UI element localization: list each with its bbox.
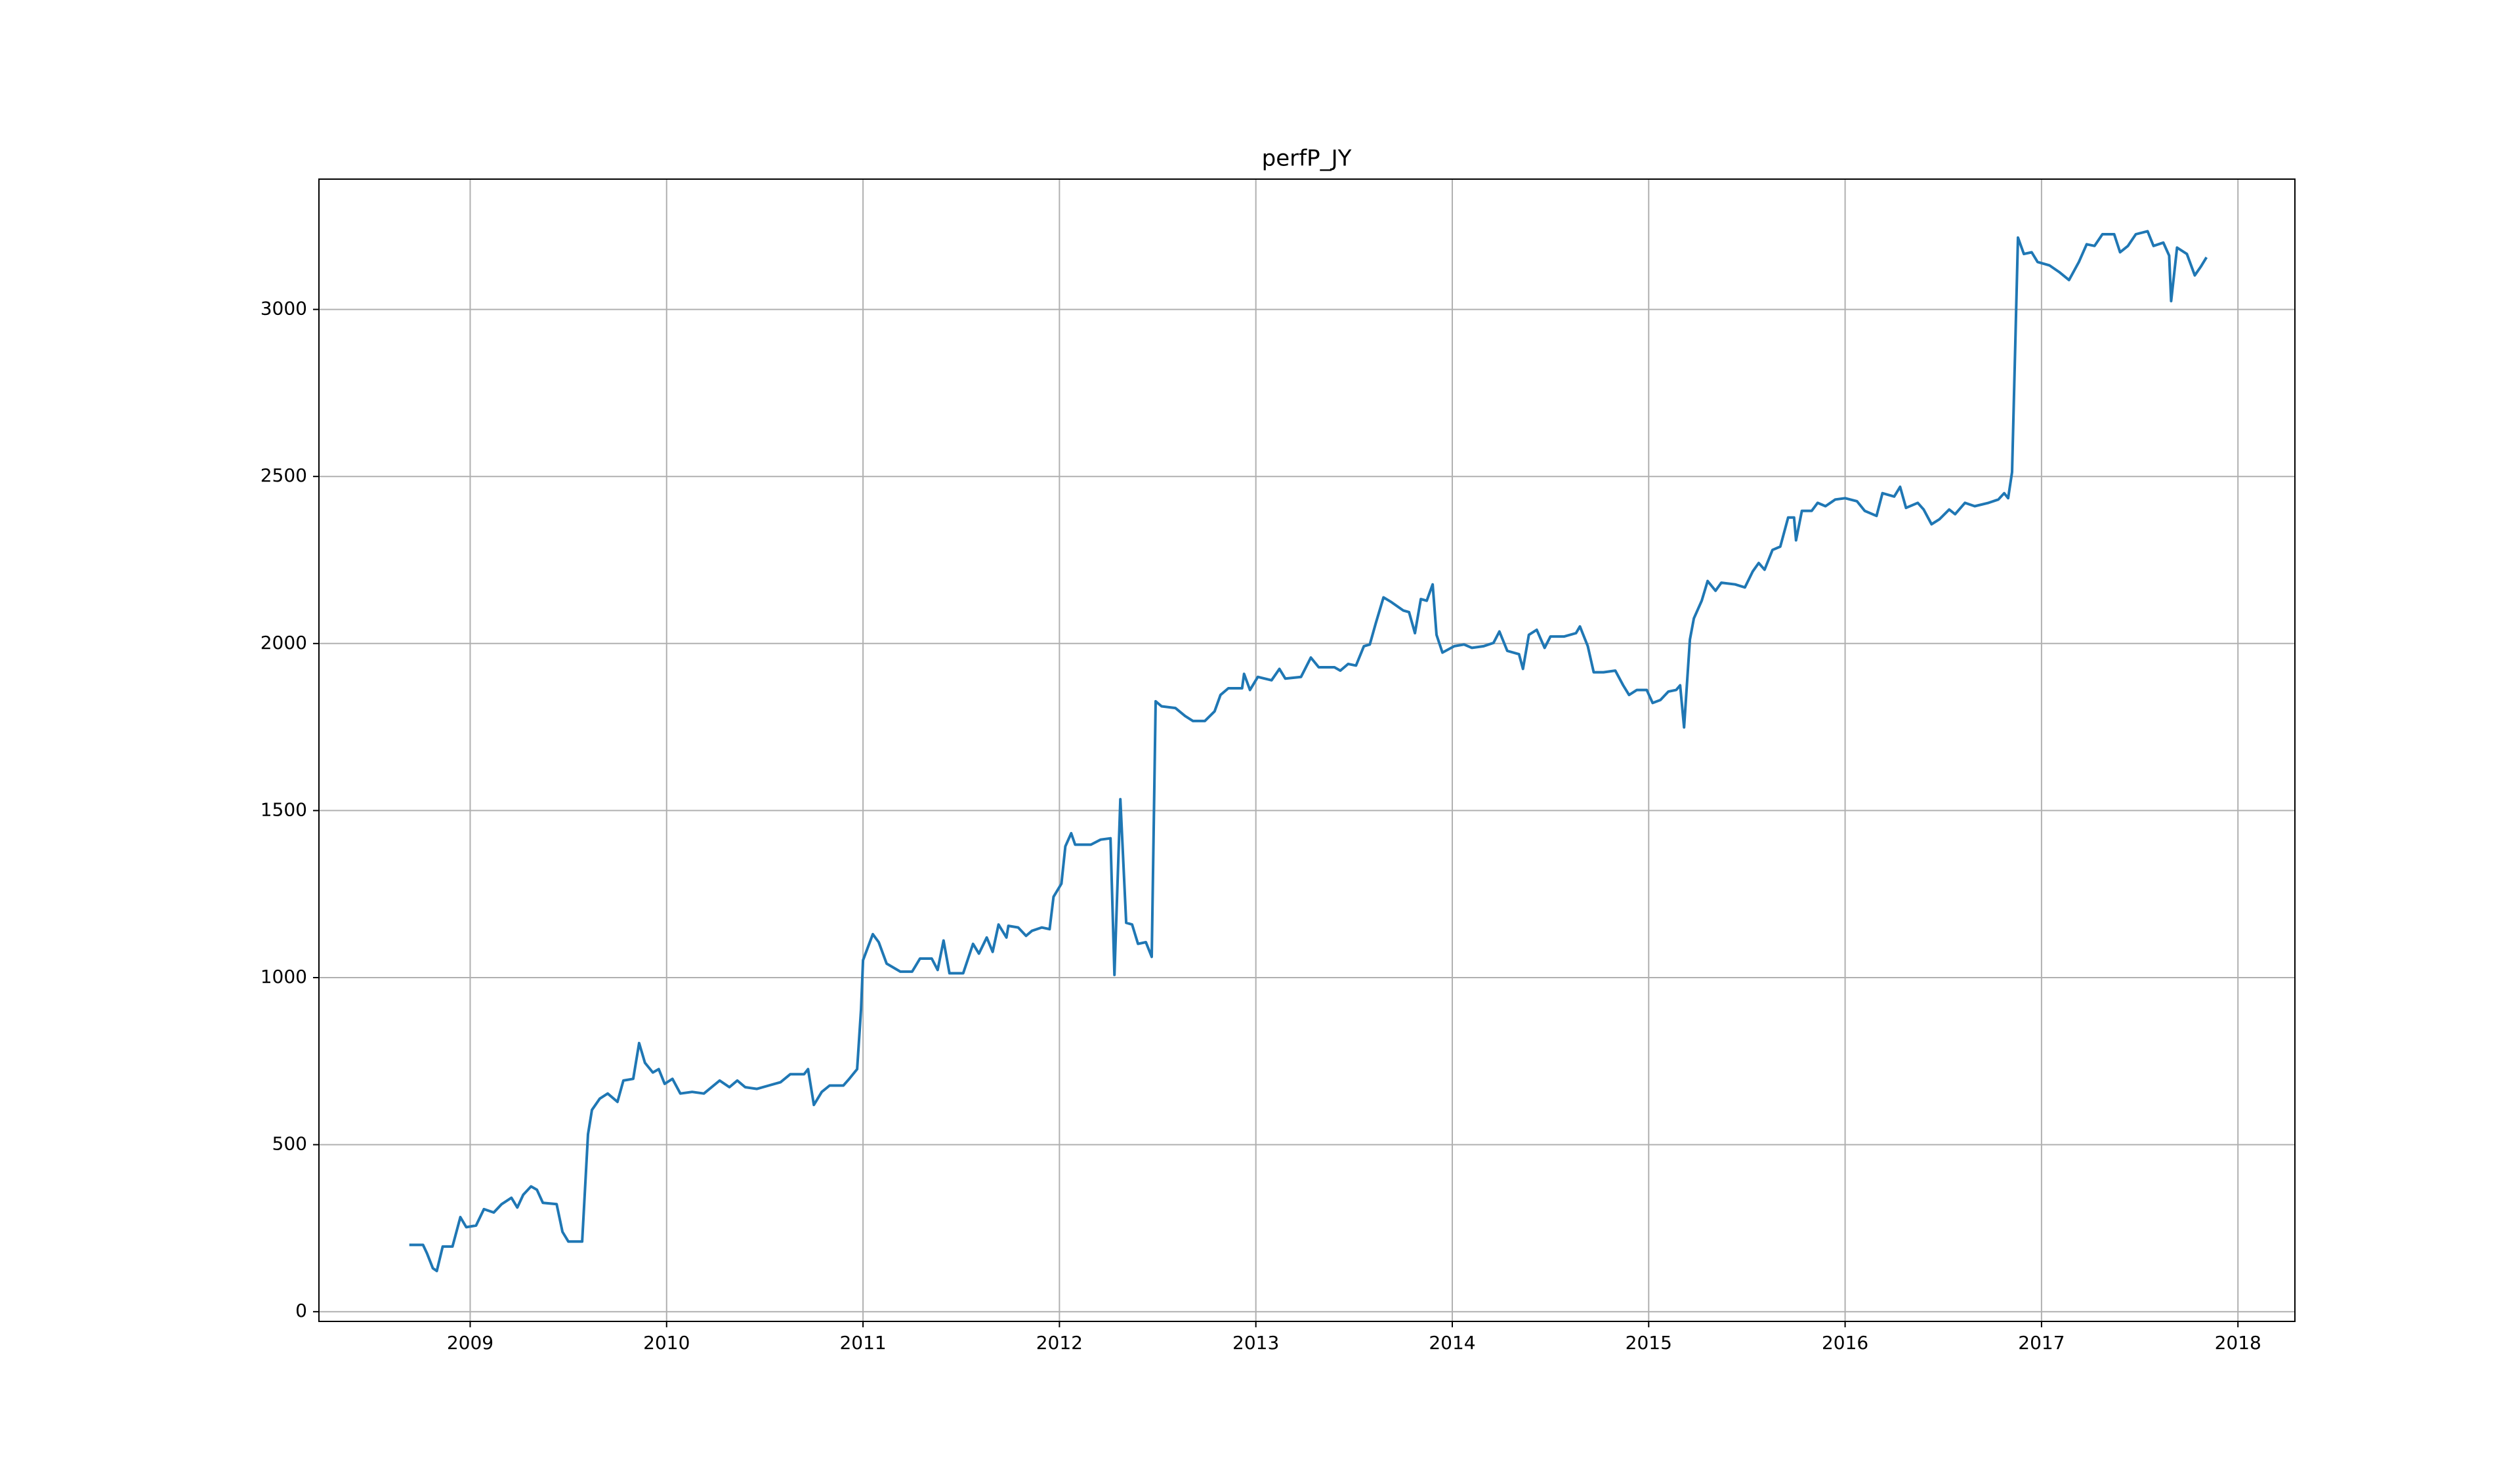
x-tick-label: 2018 [2215, 1332, 2261, 1354]
y-tick-label: 1500 [261, 798, 307, 820]
x-tick-label: 2016 [1822, 1332, 1868, 1354]
x-tick-label: 2017 [2018, 1332, 2065, 1354]
y-tick-label: 3000 [261, 298, 307, 320]
y-tick-label: 500 [272, 1133, 307, 1155]
chart-title: perfP_JY [1262, 146, 1352, 172]
y-tick-label: 2000 [261, 632, 307, 653]
y-tick-label: 1000 [261, 966, 307, 987]
y-tick-label: 0 [295, 1300, 307, 1321]
y-tick-label: 2500 [261, 465, 307, 486]
line-series [409, 230, 2208, 1273]
x-tick-label: 2015 [1626, 1332, 1672, 1354]
x-tick-label: 2012 [1036, 1332, 1083, 1354]
x-tick-label: 2009 [447, 1332, 494, 1354]
plot-frame [318, 178, 2296, 1322]
x-tick-label: 2011 [839, 1332, 886, 1354]
x-tick-label: 2010 [643, 1332, 690, 1354]
x-tick-label: 2013 [1232, 1332, 1279, 1354]
x-tick-label: 2014 [1429, 1332, 1475, 1354]
